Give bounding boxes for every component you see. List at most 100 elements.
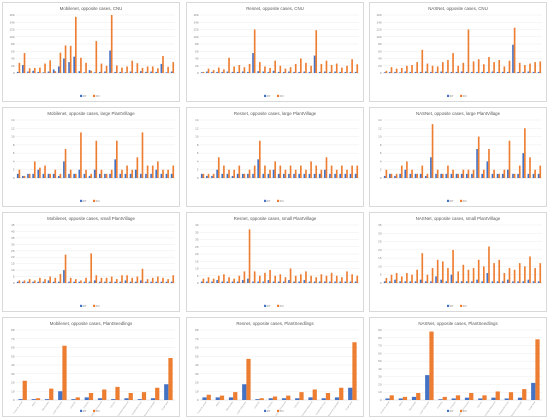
- y-tick-label: 20: [195, 252, 199, 256]
- legend-label-fn: FN: [280, 199, 284, 203]
- bar-fn: [212, 278, 215, 283]
- bar-fn: [522, 389, 527, 400]
- legend-label-fn: FN: [280, 304, 284, 308]
- bar-fp: [247, 278, 249, 283]
- bar-fp: [27, 71, 29, 73]
- legend-swatch-fp: [80, 94, 83, 97]
- bar-fn: [253, 29, 256, 73]
- bar-fp: [389, 173, 391, 178]
- y-tick-label: 12: [195, 126, 199, 130]
- bar-fn: [395, 273, 398, 283]
- bar-fn: [59, 273, 62, 283]
- bar-fp: [200, 173, 203, 178]
- bar-fn: [258, 62, 261, 73]
- legend-label-fn: FN: [96, 199, 100, 203]
- bar-fp: [78, 281, 81, 283]
- bar-fn: [462, 62, 465, 73]
- bar-fn: [406, 65, 408, 73]
- y-tick-label: 15: [378, 256, 382, 260]
- bar-fn: [482, 395, 487, 400]
- bar-fn: [258, 140, 261, 178]
- y-tick-label: 10: [11, 389, 15, 393]
- bar-fn: [54, 71, 57, 73]
- legend-swatch-fp: [264, 94, 267, 97]
- bar-fp: [63, 270, 65, 283]
- bar-fn: [330, 272, 333, 283]
- bar-fn: [315, 30, 318, 74]
- bar-fn: [411, 274, 413, 283]
- bar-fn: [223, 69, 225, 73]
- bar-fn: [477, 59, 480, 73]
- bar-fn: [69, 169, 72, 178]
- legend-label-fn: FN: [96, 409, 100, 413]
- bar-fp: [150, 173, 152, 178]
- y-tick-label: 10: [195, 135, 199, 139]
- bar-fp: [451, 398, 456, 400]
- legend-swatch-fn: [460, 94, 463, 97]
- bar-fn: [529, 157, 531, 178]
- bar-fp: [430, 157, 432, 178]
- legend-label-fn: FN: [463, 304, 467, 308]
- bar-fn: [320, 169, 323, 178]
- bar-fn: [346, 65, 348, 73]
- bar-fn: [320, 274, 323, 283]
- bar-fn: [457, 173, 460, 178]
- bar-fn: [248, 63, 251, 73]
- bar-fp: [37, 169, 40, 178]
- bar-fp: [137, 399, 142, 400]
- bar-fp: [334, 397, 340, 400]
- bar-fn: [305, 169, 307, 178]
- bar-fp: [98, 71, 101, 73]
- bar-fn: [219, 395, 225, 400]
- bar-fp: [57, 175, 60, 178]
- bar-fn: [330, 65, 333, 73]
- chart-title: NASNet, opposite cases, small PlantVilla…: [416, 216, 501, 221]
- category-label: Sugar beet: [345, 401, 354, 411]
- y-tick-label: 60: [195, 346, 199, 350]
- bar-fn: [299, 392, 304, 400]
- bar-fn: [335, 169, 338, 178]
- bar-fp: [88, 175, 91, 178]
- bar-fp: [424, 281, 427, 283]
- bar-fn: [116, 65, 118, 73]
- bar-fp: [16, 71, 19, 73]
- bar-fp: [414, 71, 417, 73]
- bar-fp: [221, 173, 224, 178]
- bar-fn: [202, 173, 205, 178]
- bar-fp: [404, 169, 407, 178]
- legend-label-fp: FP: [83, 94, 87, 98]
- bar-fp: [308, 397, 313, 400]
- bar-fp: [435, 276, 437, 283]
- bar-fp: [419, 71, 422, 73]
- bar-fn: [472, 268, 475, 283]
- bar-fn: [272, 396, 278, 400]
- bar-fp: [303, 71, 306, 73]
- bar-fn: [395, 68, 398, 73]
- y-tick-label: 0: [13, 398, 15, 402]
- category-label: Maize: [32, 401, 37, 407]
- bar-fp: [277, 71, 280, 73]
- bar-fn: [95, 275, 98, 283]
- bar-fp: [272, 169, 275, 178]
- bar-fn: [310, 161, 312, 178]
- bar-fp: [160, 281, 163, 283]
- y-tick-label: 40: [195, 57, 199, 61]
- legend-swatch-fp: [447, 304, 450, 307]
- y-tick-label: 30: [378, 231, 382, 235]
- bar-fn: [455, 395, 461, 400]
- chart-title: Mobilenet, opposite cases, large PlantVi…: [47, 111, 135, 116]
- bar-fp: [277, 281, 280, 283]
- bar-fn: [279, 274, 282, 283]
- bar-fp: [354, 173, 357, 178]
- bar-fn: [294, 169, 297, 178]
- bar-fn: [253, 165, 256, 178]
- bar-fp: [206, 175, 208, 178]
- bar-fp: [211, 175, 213, 178]
- bar-fp: [329, 173, 331, 178]
- bar-fn: [411, 169, 413, 178]
- bar-fp: [471, 173, 473, 178]
- bar-fp: [450, 173, 453, 178]
- bar-fp: [527, 173, 530, 178]
- bar-fn: [151, 165, 154, 178]
- category-label: Scentless Mayweed: [300, 400, 314, 416]
